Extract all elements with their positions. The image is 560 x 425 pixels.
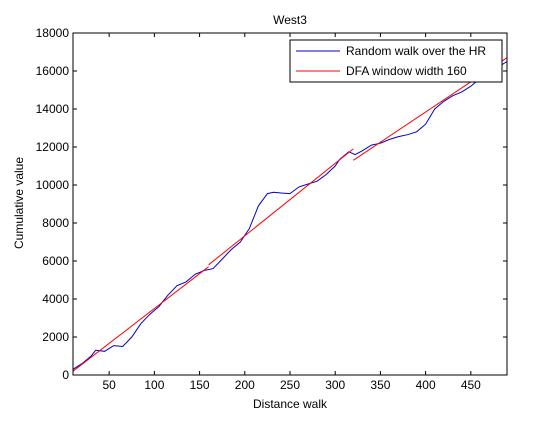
x-axis-label: Distance walk bbox=[253, 397, 328, 411]
x-tick-label: 300 bbox=[325, 378, 345, 392]
y-axis-ticks: 0 2000 4000 6000 8000 10000 12000 14000 16000 180… bbox=[36, 26, 507, 382]
legend-entry-random-walk: Random walk over the HR bbox=[346, 44, 486, 58]
x-tick-label: 200 bbox=[235, 378, 255, 392]
y-tick-label: 10000 bbox=[36, 178, 70, 192]
legend-entry-dfa: DFA window width 160 bbox=[346, 64, 467, 78]
series-random-walk-line bbox=[72, 61, 508, 370]
x-tick-label: 350 bbox=[370, 378, 390, 392]
legend-box bbox=[289, 39, 503, 83]
y-tick-label: 18000 bbox=[36, 26, 70, 40]
x-tick-label: 250 bbox=[280, 378, 300, 392]
x-tick-label: 100 bbox=[144, 378, 164, 392]
legend: Random walk over the HR DFA window width… bbox=[289, 39, 503, 83]
plot-frame bbox=[72, 32, 508, 376]
x-tick-label: 150 bbox=[190, 378, 210, 392]
y-tick-label: 14000 bbox=[36, 102, 70, 116]
chart-title: West3 bbox=[273, 13, 307, 27]
y-axis-label: Cumulative value bbox=[12, 157, 26, 249]
y-tick-label: 6000 bbox=[42, 254, 69, 268]
y-tick-label: 2000 bbox=[42, 330, 69, 344]
x-tick-label: 400 bbox=[416, 378, 436, 392]
y-tick-label: 0 bbox=[62, 368, 69, 382]
series-dfa-segment bbox=[72, 266, 209, 372]
plot-area bbox=[73, 33, 507, 375]
y-tick-label: 16000 bbox=[36, 64, 70, 78]
x-axis-ticks: 50 100 150 200 250 300 350 400 450 bbox=[102, 33, 481, 392]
y-tick-label: 4000 bbox=[42, 292, 69, 306]
series-dfa-segment bbox=[208, 148, 354, 266]
y-tick-label: 8000 bbox=[42, 216, 69, 230]
x-tick-label: 450 bbox=[461, 378, 481, 392]
y-tick-label: 12000 bbox=[36, 140, 70, 154]
x-tick-label: 50 bbox=[102, 378, 116, 392]
